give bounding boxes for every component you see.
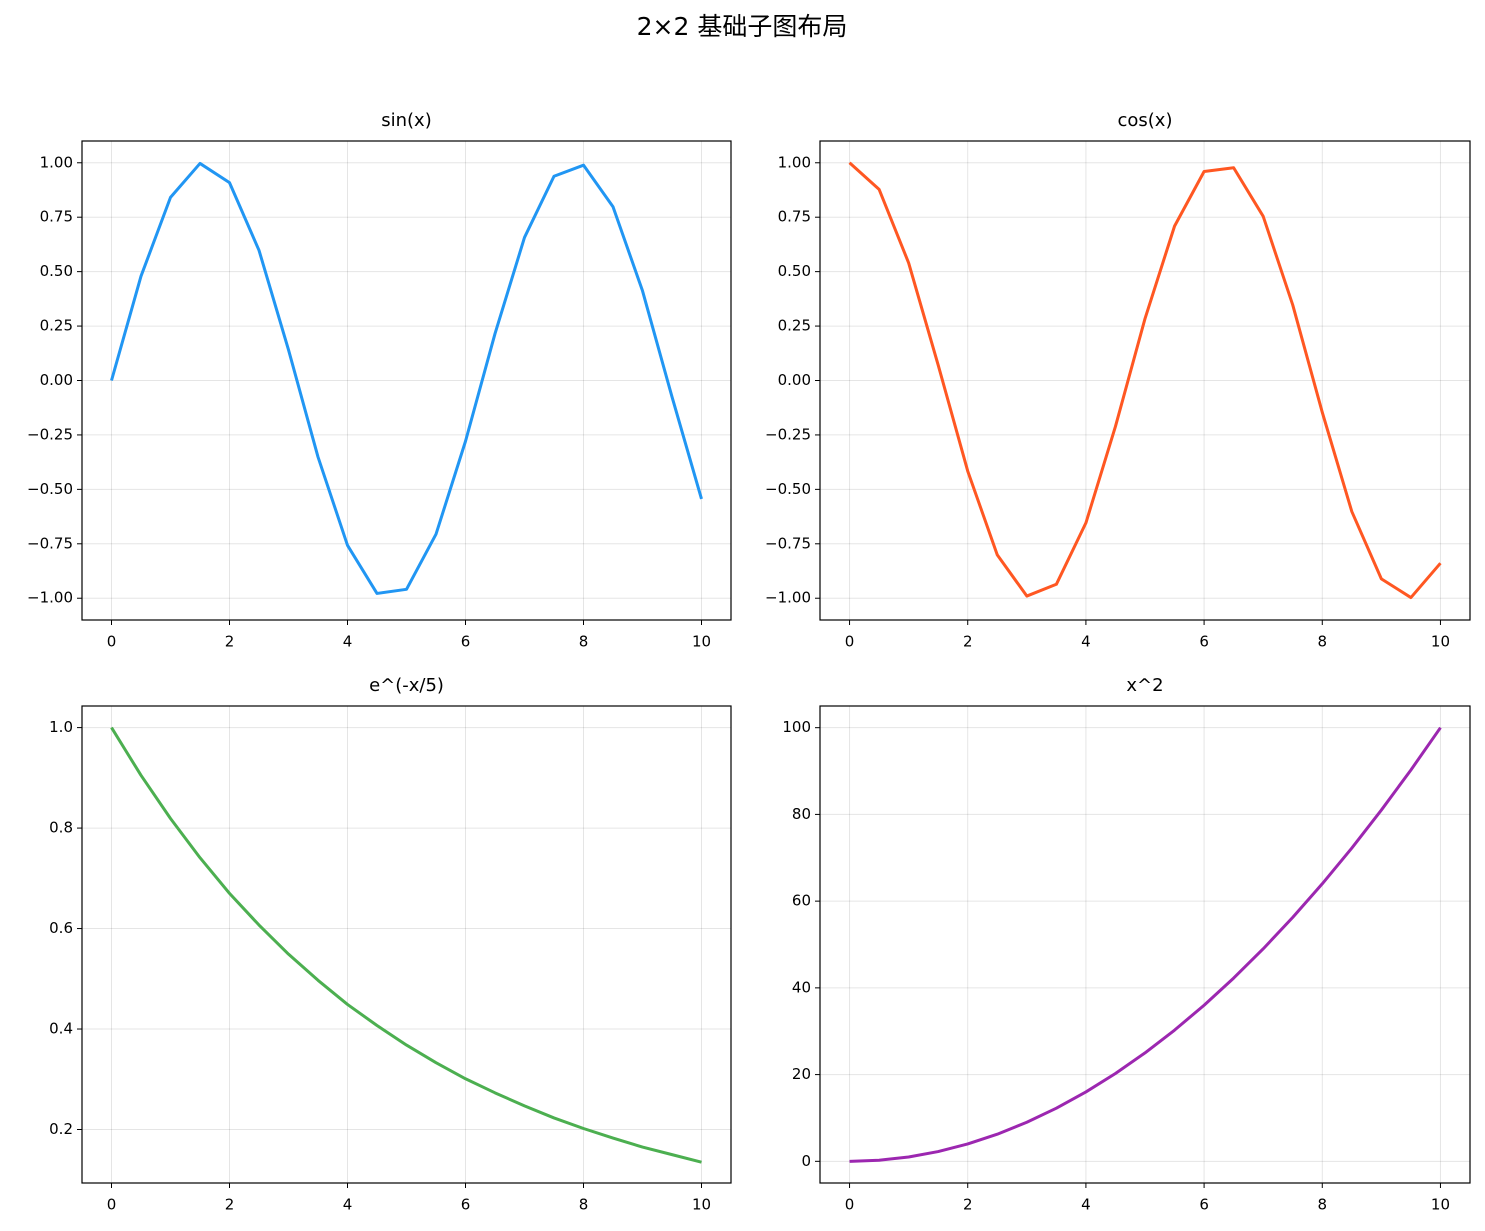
x-tick-label: 0 [845, 1196, 855, 1214]
y-tick-label: 1.0 [49, 718, 73, 736]
y-tick-label: −0.25 [765, 425, 811, 443]
y-tick-label: 1.00 [778, 153, 811, 171]
x-tick-label: 0 [107, 1196, 117, 1214]
x-tick-label: 6 [1199, 1196, 1209, 1214]
y-tick-label: −0.50 [27, 480, 73, 498]
x-tick-label: 10 [692, 633, 711, 651]
x-tick-label: 4 [343, 633, 353, 651]
subplot-title: sin(x) [381, 110, 431, 131]
x-tick-label: 0 [107, 633, 117, 651]
line-series [849, 726, 1442, 1163]
figure-title: 2×2 基础子图布局 [637, 12, 848, 41]
x-tick-label: 6 [1199, 633, 1209, 651]
x-tick-label: 6 [461, 633, 471, 651]
y-tick-label: 40 [792, 978, 811, 996]
y-tick-label: 80 [792, 805, 811, 823]
y-tick-label: 0.00 [778, 371, 811, 389]
x-tick-label: 2 [225, 633, 235, 651]
subplot-title: x^2 [1126, 675, 1163, 696]
y-tick-label: 0.8 [49, 819, 73, 837]
y-tick-label: 0.75 [778, 208, 811, 226]
y-tick-label: −0.75 [765, 534, 811, 552]
x-tick-label: 4 [343, 1196, 353, 1214]
y-tick-label: 0.25 [778, 317, 811, 335]
y-tick-label: 1.00 [40, 153, 73, 171]
y-tick-label: −0.25 [27, 425, 73, 443]
y-tick-label: 0.4 [49, 1020, 73, 1038]
x-tick-label: 8 [579, 1196, 589, 1214]
axes-frame [81, 705, 732, 1184]
y-tick-label: 0.50 [778, 262, 811, 280]
x-tick-label: 0 [845, 633, 855, 651]
x-tick-label: 4 [1081, 633, 1091, 651]
x-tick-label: 8 [1317, 1196, 1327, 1214]
x-tick-label: 6 [461, 1196, 471, 1214]
y-tick-label: 0.6 [49, 919, 73, 937]
y-tick-label: 0.2 [49, 1120, 73, 1138]
y-tick-label: 0.25 [40, 317, 73, 335]
x-tick-label: 10 [1431, 633, 1450, 651]
x-tick-label: 10 [1431, 1196, 1450, 1214]
axes-frame [819, 705, 1471, 1184]
x-tick-label: 8 [579, 633, 589, 651]
subplot-title: e^(-x/5) [369, 675, 444, 696]
x-tick-label: 4 [1081, 1196, 1091, 1214]
y-tick-label: −0.50 [765, 480, 811, 498]
x-tick-label: 8 [1317, 633, 1327, 651]
y-tick-label: 0.00 [40, 371, 73, 389]
y-tick-label: 0 [801, 1152, 811, 1170]
line-series [110, 726, 702, 1164]
x-tick-label: 2 [963, 1196, 973, 1214]
y-tick-label: 20 [792, 1065, 811, 1083]
y-tick-label: 60 [792, 892, 811, 910]
line-series [110, 161, 703, 595]
axes-frame [819, 140, 1471, 621]
axes-frame [81, 140, 732, 621]
y-tick-label: −1.00 [765, 589, 811, 607]
x-tick-label: 2 [225, 1196, 235, 1214]
y-tick-label: −1.00 [27, 589, 73, 607]
subplot-title: cos(x) [1118, 110, 1173, 131]
x-tick-label: 2 [963, 633, 973, 651]
y-tick-label: −0.75 [27, 534, 73, 552]
y-tick-label: 0.50 [40, 262, 73, 280]
y-tick-label: 0.75 [40, 208, 73, 226]
y-tick-label: 100 [782, 718, 811, 736]
x-tick-label: 10 [692, 1196, 711, 1214]
line-series [848, 161, 1442, 600]
